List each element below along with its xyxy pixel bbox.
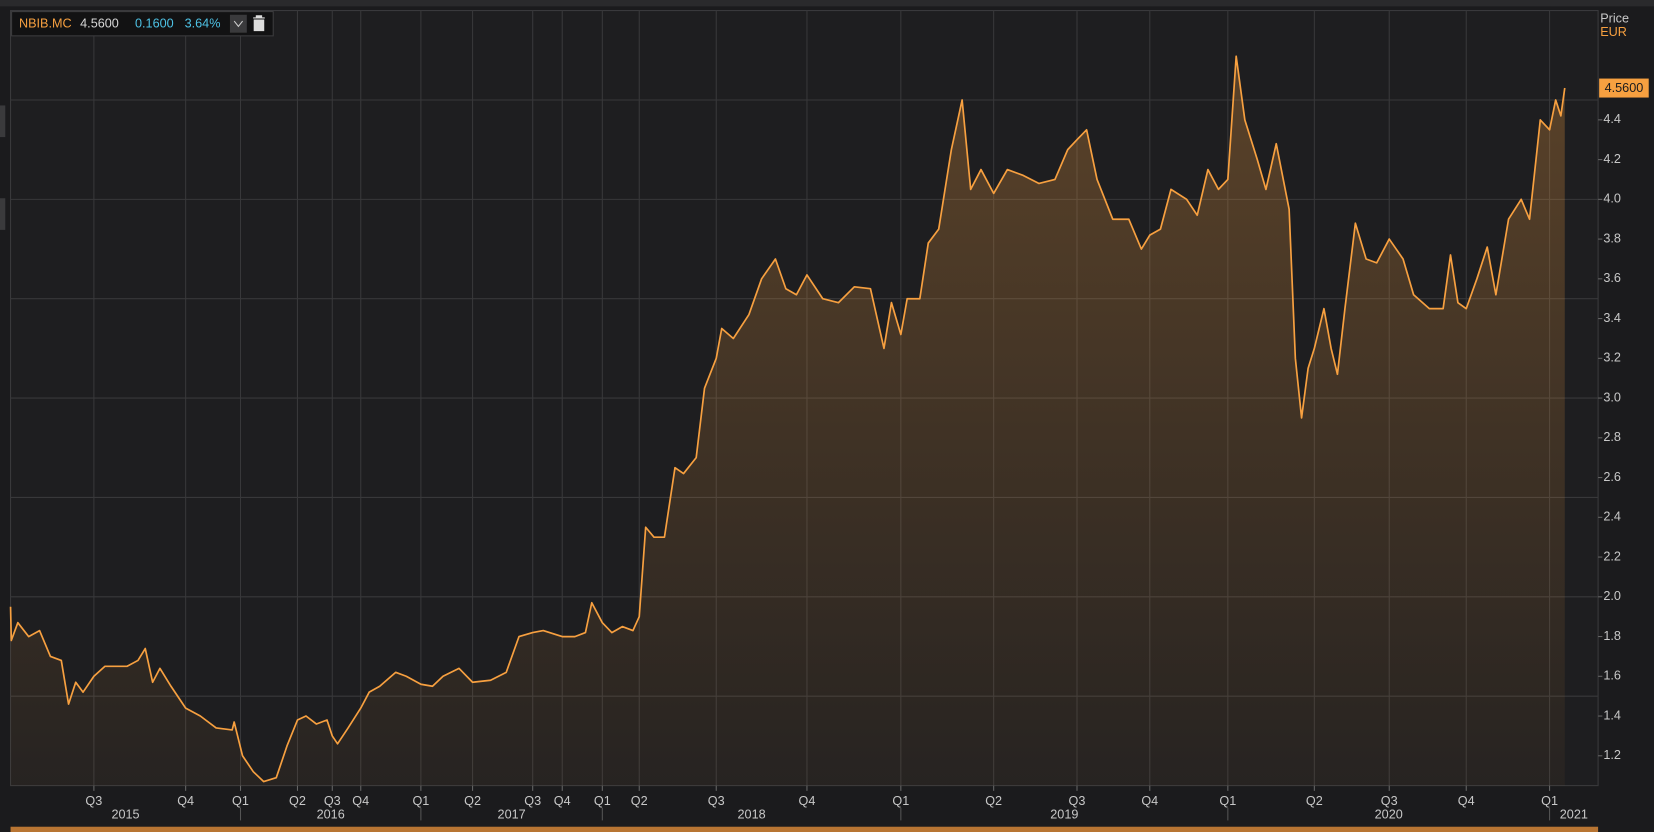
last-price-tag — [1599, 78, 1649, 98]
x-tick-label: Q1 — [594, 794, 611, 808]
year-label: 2017 — [498, 807, 526, 821]
y-tick-label: 1.4 — [1603, 708, 1621, 722]
area — [10, 56, 1565, 786]
y-tick-label: 1.2 — [1603, 748, 1621, 762]
symbol: NBIB.MC — [19, 17, 72, 31]
last-price-label: 4.5600 — [1605, 81, 1644, 95]
y-tick-label: 3.4 — [1603, 311, 1621, 325]
side-handle[interactable] — [0, 198, 6, 230]
y-tick-label: 2.6 — [1603, 470, 1621, 484]
x-tick-label: Q3 — [85, 794, 102, 808]
side-handle[interactable] — [0, 105, 6, 138]
axis-label: Price — [1600, 11, 1629, 25]
x-tick-label: Q1 — [232, 794, 249, 808]
x-tick-label: Q3 — [708, 794, 725, 808]
scrollbar[interactable] — [10, 826, 1599, 832]
year-label: 2015 — [111, 807, 139, 821]
toolbar — [0, 0, 1654, 7]
x-tick-label: Q3 — [524, 794, 541, 808]
y-tick-label: 4.0 — [1603, 192, 1621, 206]
currency: EUR — [1600, 25, 1627, 39]
x-tick-label: Q4 — [352, 794, 369, 808]
x-tick-label: Q4 — [799, 794, 816, 808]
change-pct: 3.64% — [185, 17, 221, 31]
y-tick-label: 4.2 — [1603, 152, 1621, 166]
change: 0.1600 — [135, 17, 174, 31]
legend-box: NBIB.MC 4.5600 0.1600 3.64% — [11, 11, 274, 37]
price: 4.5600 — [80, 17, 119, 31]
y-tick-label: 3.2 — [1603, 351, 1621, 365]
legend-background — [11, 11, 274, 37]
x-tick-label: Q1 — [1541, 794, 1558, 808]
x-tick-label: Q3 — [324, 794, 341, 808]
x-tick-label: Q2 — [631, 794, 648, 808]
y-tick-label: 3.8 — [1603, 231, 1621, 245]
line — [9, 55, 1566, 783]
y-tick-label: 1.6 — [1603, 669, 1621, 683]
dropdown-button[interactable] — [229, 14, 247, 33]
delete-icon[interactable] — [253, 15, 265, 32]
y-tick-label: 3.0 — [1603, 390, 1621, 404]
x-tick-label: Q4 — [1458, 794, 1475, 808]
y-tick-label: 1.8 — [1603, 629, 1621, 643]
year-label: 2020 — [1375, 807, 1403, 821]
y-tick-label: 2.4 — [1603, 510, 1621, 524]
axes: 1.2 1.4 1.6 1.8 2.0 2.2 2.4 2.6 2.8 3.0 3.2 3.4 3.6 3… — [85, 78, 1649, 821]
year-label: 2021 — [1560, 807, 1588, 821]
y-tick-label: 2.2 — [1603, 549, 1621, 563]
x-tick-label: Q2 — [464, 794, 481, 808]
x-tick-label: Q2 — [1306, 794, 1323, 808]
dropdown-icon — [233, 20, 244, 28]
y-tick-label: 4.4 — [1603, 112, 1621, 126]
year-label: 2016 — [317, 807, 345, 821]
x-tick-label: Q3 — [1069, 794, 1086, 808]
x-tick-label: Q2 — [289, 794, 306, 808]
y-tick-label: 3.6 — [1603, 271, 1621, 285]
x-tick-label: Q2 — [985, 794, 1002, 808]
year-label: 2018 — [738, 807, 766, 821]
plot — [9, 55, 1566, 786]
x-tick-label: Q1 — [412, 794, 429, 808]
x-tick-label: Q4 — [1141, 794, 1158, 808]
x-tick-label: Q4 — [177, 794, 194, 808]
x-tick-label: Q1 — [1219, 794, 1236, 808]
x-tick-label: Q1 — [892, 794, 909, 808]
y-tick-label: 2.0 — [1603, 589, 1621, 603]
year-label: 2019 — [1050, 807, 1078, 821]
y-tick-label: 2.8 — [1603, 430, 1621, 444]
x-tick-label: Q3 — [1381, 794, 1398, 808]
x-tick-label: Q4 — [554, 794, 571, 808]
